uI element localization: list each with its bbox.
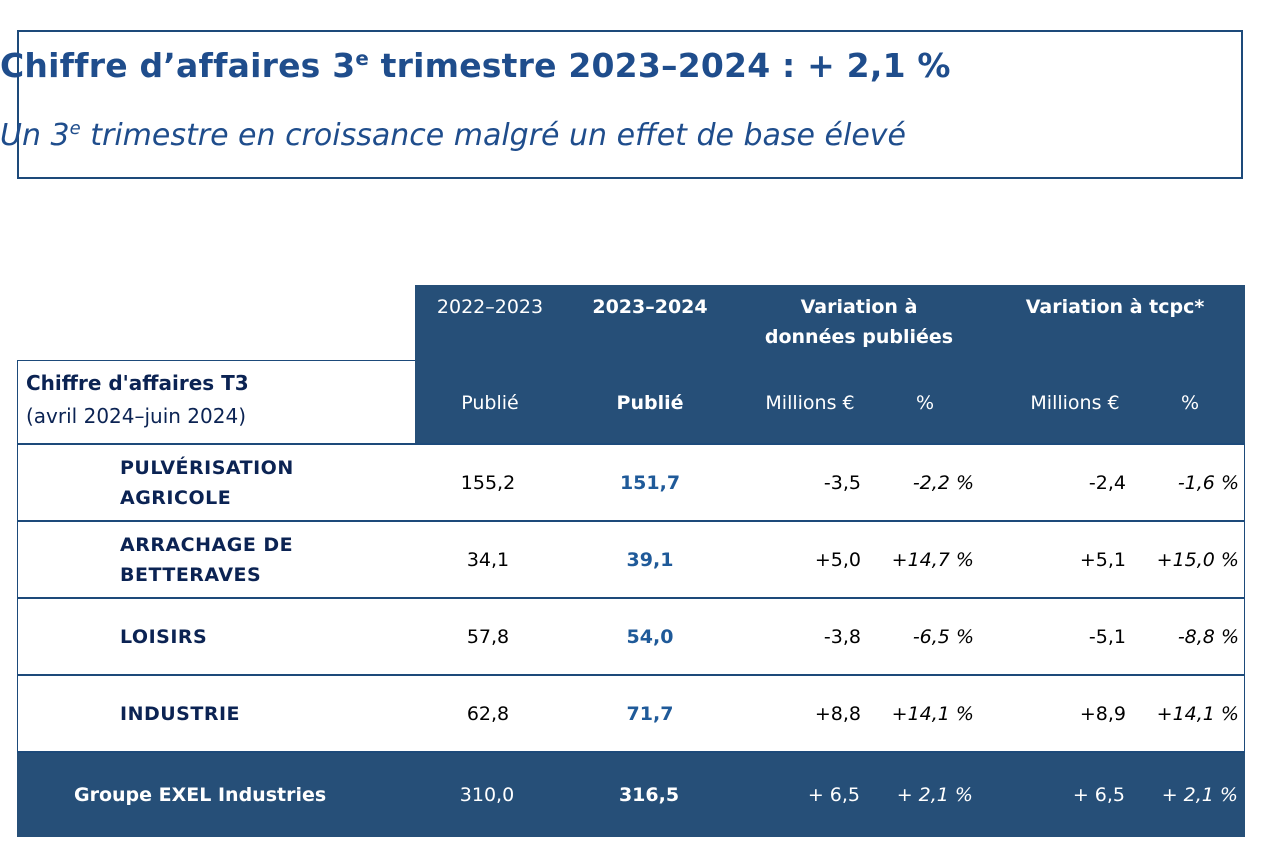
- row-label: ARRACHAGE DE BETTERAVES: [120, 533, 294, 586]
- prev-value: 155,2: [460, 471, 516, 494]
- var-pub-millions: -3,8: [823, 625, 861, 648]
- total-var-tcpc-pct: + 2,1 %: [1161, 784, 1238, 806]
- header-prev-year: 2022–2023: [436, 296, 544, 318]
- cur-value: 71,7: [626, 702, 674, 725]
- total-var-tcpc-millions: + 6,5: [1072, 784, 1125, 806]
- corner-period: (avril 2024–juin 2024): [26, 404, 247, 428]
- cur-value: 39,1: [626, 548, 674, 571]
- var-pub-pct: +14,1 %: [891, 702, 974, 725]
- cur-value: 54,0: [626, 625, 674, 648]
- table-header: [415, 285, 1245, 444]
- row-label: PULVÉRISATION AGRICOLE: [120, 456, 294, 509]
- header-var-tcpc: Variation à tcpc*: [1025, 296, 1205, 318]
- var-tcpc-millions: +8,9: [1079, 702, 1126, 725]
- var-pub-pct: -6,5 %: [912, 625, 974, 648]
- total-prev-value: 310,0: [459, 784, 515, 806]
- corner-label: Chiffre d'affaires T3: [26, 371, 249, 395]
- total-row: Groupe EXEL Industries 310,0 316,5 + 6,5…: [17, 751, 1245, 837]
- var-pub-millions: -3,5: [823, 471, 861, 494]
- page-title: Chiffre d’affaires 3e trimestre 2023–202…: [0, 46, 951, 85]
- table-row: LOISIRS 57,8 54,0 -3,8 -6,5 % -5,1 -8,8 …: [17, 597, 1245, 674]
- prev-value: 62,8: [466, 702, 510, 725]
- var-pub-millions: +5,0: [814, 548, 861, 571]
- var-tcpc-pct: -8,8 %: [1177, 625, 1239, 648]
- var-tcpc-millions: -2,4: [1088, 471, 1126, 494]
- header-var-pub-millions: Millions €: [765, 392, 855, 414]
- table-body: PULVÉRISATION AGRICOLE 155,2 151,7 -3,5 …: [17, 443, 1245, 751]
- total-var-pub-millions: + 6,5: [807, 784, 860, 806]
- row-label: INDUSTRIE: [120, 702, 240, 725]
- total-cur-value: 316,5: [618, 784, 680, 806]
- var-pub-pct: -2,2 %: [912, 471, 974, 494]
- header-var-pub-pct: %: [915, 392, 935, 414]
- table-row: PULVÉRISATION AGRICOLE 155,2 151,7 -3,5 …: [17, 443, 1245, 520]
- header-prev-sub: Publié: [461, 392, 519, 414]
- header-var-published: Variation à données publiées: [764, 296, 954, 348]
- header-cur-year: 2023–2024: [592, 296, 708, 318]
- table-row: ARRACHAGE DE BETTERAVES 34,1 39,1 +5,0 +…: [17, 520, 1245, 597]
- var-tcpc-millions: +5,1: [1079, 548, 1126, 571]
- header-var-tcpc-millions: Millions €: [1030, 392, 1120, 414]
- var-tcpc-pct: +14,1 %: [1156, 702, 1239, 725]
- var-tcpc-millions: -5,1: [1088, 625, 1126, 648]
- total-label: Groupe EXEL Industries: [74, 784, 327, 806]
- cur-value: 151,7: [619, 471, 681, 494]
- header-var-tcpc-pct: %: [1180, 392, 1200, 414]
- table-row: INDUSTRIE 62,8 71,7 +8,8 +14,1 % +8,9 +1…: [17, 674, 1245, 751]
- prev-value: 57,8: [466, 625, 510, 648]
- var-tcpc-pct: +15,0 %: [1156, 548, 1239, 571]
- corner-cell: [17, 360, 415, 444]
- header-cur-sub: Publié: [616, 392, 684, 414]
- title-box: [17, 30, 1243, 179]
- total-var-pub-pct: + 2,1 %: [896, 784, 973, 806]
- row-label: LOISIRS: [120, 625, 208, 648]
- prev-value: 34,1: [466, 548, 510, 571]
- var-pub-millions: +8,8: [814, 702, 861, 725]
- page-subtitle: Un 3e trimestre en croissance malgré un …: [0, 118, 907, 153]
- var-pub-pct: +14,7 %: [891, 548, 974, 571]
- var-tcpc-pct: -1,6 %: [1177, 471, 1239, 494]
